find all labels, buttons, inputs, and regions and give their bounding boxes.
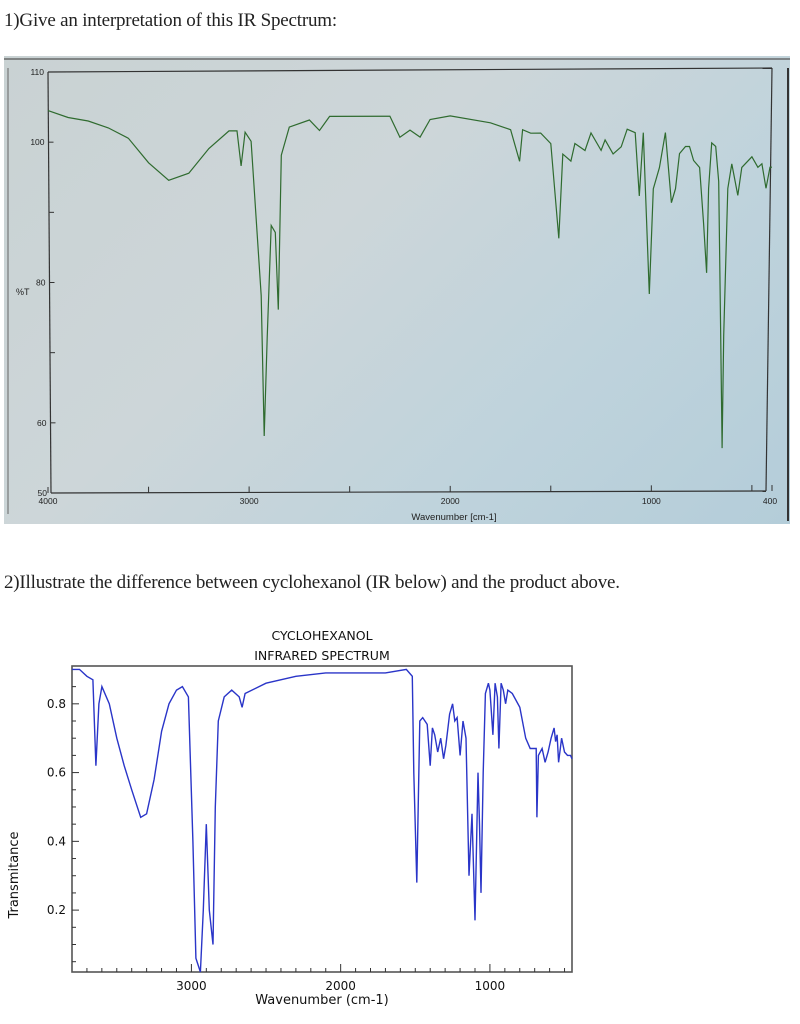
chart-title-line-1: CYCLOHEXANOL — [271, 628, 373, 643]
svg-text:0.6: 0.6 — [47, 766, 66, 780]
svg-text:4000: 4000 — [39, 496, 58, 506]
y-axis-label: Transmitance — [7, 831, 22, 919]
axis-tick-labels: 0.8 0.6 0.4 0.2 3000 2000 1000 — [47, 697, 505, 993]
question-2: 2)Illustrate the difference between cycl… — [4, 572, 620, 593]
x-axis-label: Wavenumber (cm-1) — [255, 993, 388, 1008]
svg-text:1000: 1000 — [642, 496, 661, 506]
svg-text:80: 80 — [36, 278, 46, 288]
spectrum-line — [47, 110, 772, 449]
svg-text:400: 400 — [763, 496, 777, 506]
y-axis-label: %T — [16, 287, 30, 297]
svg-text:60: 60 — [37, 418, 47, 428]
plot-axes — [47, 67, 773, 494]
svg-text:100: 100 — [30, 137, 44, 147]
svg-text:110: 110 — [30, 67, 44, 77]
svg-text:2000: 2000 — [325, 979, 356, 993]
question-1: 1)Give an interpretation of this IR Spec… — [4, 10, 337, 31]
svg-text:2000: 2000 — [441, 496, 460, 506]
plot-axes — [71, 665, 573, 973]
svg-text:3000: 3000 — [176, 979, 207, 993]
x-axis-label: Wavenumber [cm-1] — [411, 512, 496, 523]
chart-title-line-2: INFRARED SPECTRUM — [254, 648, 390, 663]
svg-text:50: 50 — [38, 488, 48, 498]
ir-spectrum-photo: 110 100 80 60 50 4000 3000 2000 1000 400 %T Waven… — [4, 56, 790, 524]
cyclohexanol-ir-chart: CYCLOHEXANOL INFRARED SPECTRUM 0.8 0.6 0.4… — [0, 620, 800, 1024]
svg-text:3000: 3000 — [240, 496, 259, 506]
svg-text:1000: 1000 — [475, 979, 506, 993]
svg-text:0.8: 0.8 — [47, 697, 66, 711]
svg-text:0.4: 0.4 — [47, 834, 66, 848]
svg-text:0.2: 0.2 — [47, 903, 66, 917]
spectrum-line — [72, 668, 573, 973]
